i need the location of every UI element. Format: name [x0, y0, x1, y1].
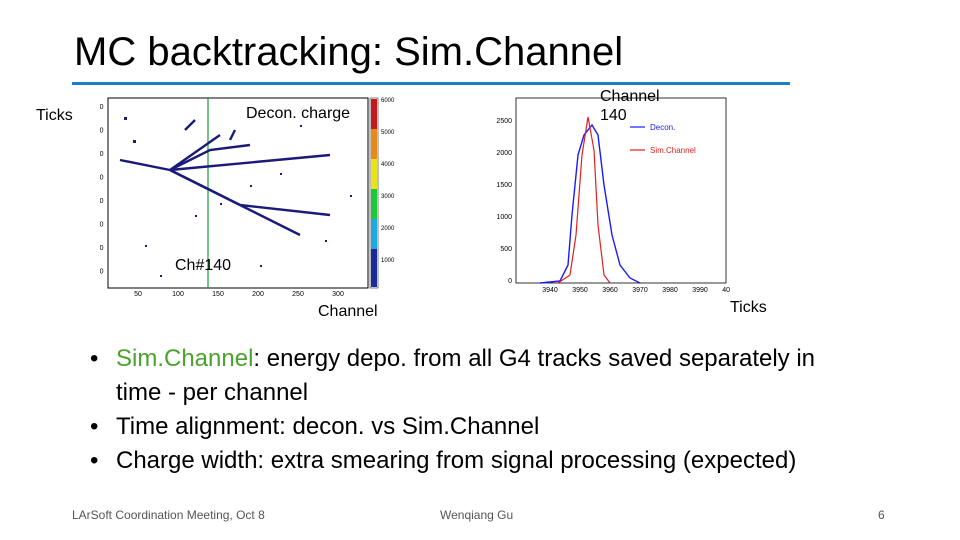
left-plot-frame [107, 97, 369, 289]
bullet-item-3: • Charge width: extra smearing from sign… [90, 444, 816, 478]
colorbar-band-yellow [371, 159, 377, 189]
right-y-tick-label: 2500 [496, 118, 512, 125]
bullet-highlight: Sim.Channel [116, 345, 254, 372]
left-y-tick-label: 4000 [100, 198, 104, 205]
slide-title: MC backtracking: Sim.Channel [74, 30, 624, 74]
colorbar-tick-label: 4000 [381, 162, 395, 168]
left-y-tick-label: 4800 [100, 104, 104, 111]
colorbar-tick-label: 5000 [381, 130, 395, 136]
left-y-tick-label: 3600 [100, 245, 104, 252]
decon-charge-event-display: 4800 4600 4400 4200 4000 3800 3600 3400 50 100 15… [100, 97, 395, 298]
decon-charge-label: Decon. charge [246, 105, 351, 122]
colorbar-tick-label: 6000 [381, 98, 395, 104]
channel-annotation-line1: Channel [600, 88, 660, 105]
left-figure-x-label: Channel [318, 303, 378, 320]
right-x-tick-label: 3950 [572, 287, 588, 294]
left-x-tick-label: 100 [172, 291, 184, 298]
title-underline [72, 82, 790, 85]
track-strokes [119, 119, 331, 237]
left-x-tick-label: 200 [252, 291, 264, 298]
decon-series-line [539, 123, 641, 284]
bullet-text: Time alignment: decon. vs Sim.Channel [116, 413, 540, 440]
right-plot-frame [515, 97, 727, 284]
bullet-dot: • [90, 413, 99, 440]
page-number: 6 [878, 508, 885, 522]
right-y-tick-label: 1000 [496, 214, 512, 221]
right-y-tick-label: 1500 [496, 182, 512, 189]
colorbar-tick-label: 1000 [381, 258, 395, 264]
left-x-tick-label: 50 [134, 291, 142, 298]
right-x-tick-label: 4000 [722, 287, 730, 294]
colorbar-band-blue [371, 249, 377, 287]
right-x-tick-label: 3980 [662, 287, 678, 294]
bullet-dot: • [90, 345, 99, 372]
right-x-tick-label: 3940 [542, 287, 558, 294]
colorbar-band-orange [371, 129, 377, 159]
left-figure-y-label: Ticks [36, 107, 73, 124]
left-y-tick-label: 3400 [100, 269, 104, 276]
left-x-tick-label: 250 [292, 291, 304, 298]
scatter-dots [124, 117, 352, 277]
bullet-text: Charge width: extra smearing from signal… [116, 447, 797, 474]
colorbar-band-green [371, 189, 377, 219]
left-y-tick-label: 4200 [100, 175, 104, 182]
legend-decon-label: Decon. [650, 123, 675, 132]
right-figure-x-label: Ticks [730, 299, 767, 316]
right-x-tick-label: 3990 [692, 287, 708, 294]
right-y-tick-label: 500 [500, 246, 512, 253]
channel-annotation-line2: 140 [600, 107, 627, 124]
bullet-dot: • [90, 447, 99, 474]
simchannel-series-line [557, 116, 611, 284]
colorbar-band-cyan [371, 219, 377, 249]
waveform-comparison-plot: Decon. Sim.Channel 25002000150010005000 … [496, 97, 730, 294]
left-y-tick-label: 3800 [100, 222, 104, 229]
footer-meeting: LArSoft Coordination Meeting, Oct 8 [72, 508, 265, 522]
bullet-text: : energy depo. from all G4 tracks saved … [116, 345, 816, 406]
legend-simchannel-label: Sim.Channel [650, 146, 696, 155]
left-x-tick-label: 150 [212, 291, 224, 298]
right-y-tick-label: 0 [508, 278, 512, 285]
left-y-tick-label: 4600 [100, 128, 104, 135]
right-x-tick-label: 3960 [602, 287, 618, 294]
left-y-tick-label: 4400 [100, 151, 104, 158]
colorbar-tick-label: 3000 [381, 194, 395, 200]
channel-marker-label: Ch#140 [175, 257, 232, 274]
left-x-tick-label: 300 [332, 291, 344, 298]
colorbar-tick-label: 2000 [381, 226, 395, 232]
right-x-tick-label: 3970 [632, 287, 648, 294]
bullet-item-1: • Sim.Channel: energy depo. from all G4 … [90, 342, 816, 410]
bullet-list: • Sim.Channel: energy depo. from all G4 … [90, 342, 816, 478]
bullet-item-2: • Time alignment: decon. vs Sim.Channel [90, 410, 816, 444]
colorbar-band-red [371, 99, 377, 129]
channel-annotation: Channel 140 [600, 87, 660, 125]
footer-author: Wenqiang Gu [440, 508, 514, 522]
right-y-tick-label: 2000 [496, 150, 512, 157]
